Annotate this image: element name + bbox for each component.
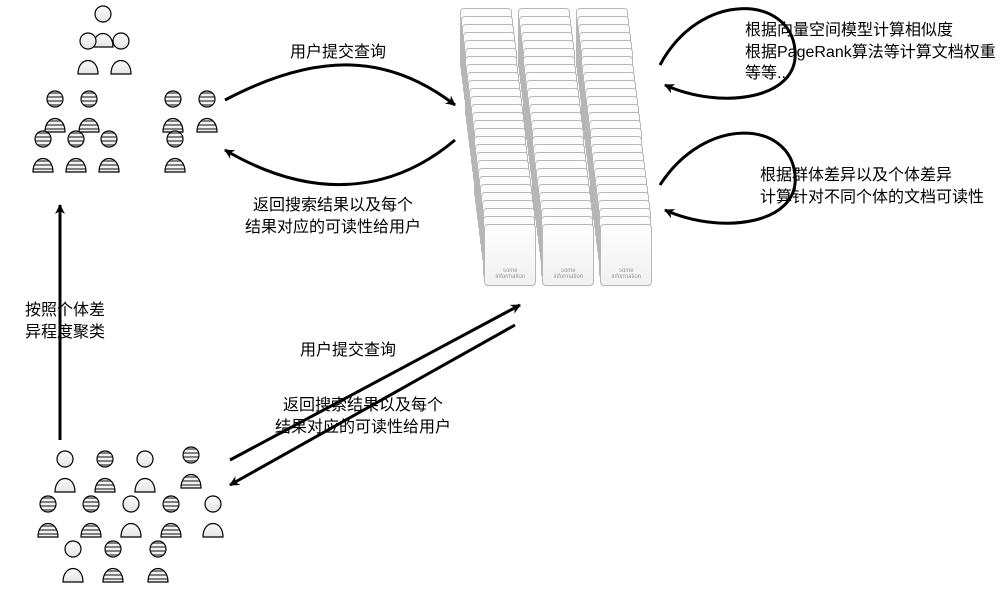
document-icon: [484, 224, 536, 286]
arrow-query-top: [225, 65, 455, 105]
arrow-return-top: [225, 140, 455, 185]
diagram-canvas: 用户提交查询 返回搜索结果以及每个 结果对应的可读性给用户 用户提交查询 返回搜…: [0, 0, 1000, 593]
label-query-bottom: 用户提交查询: [300, 340, 396, 362]
label-return-top: 返回搜索结果以及每个 结果对应的可读性给用户: [245, 195, 421, 238]
label-query-top: 用户提交查询: [290, 42, 386, 64]
document-icon: [542, 224, 594, 286]
label-loop-readability: 根据群体差异以及个体差异 计算针对不同个体的文档可读性: [760, 165, 984, 208]
label-return-bottom: 返回搜索结果以及每个 结果对应的可读性给用户: [275, 395, 451, 438]
label-loop-similarity: 根据向量空间模型计算相似度 根据PageRank算法等计算文档权重 等等...: [745, 20, 996, 85]
label-cluster: 按照个体差 异程度聚类: [25, 300, 105, 343]
document-icon: [600, 224, 652, 286]
